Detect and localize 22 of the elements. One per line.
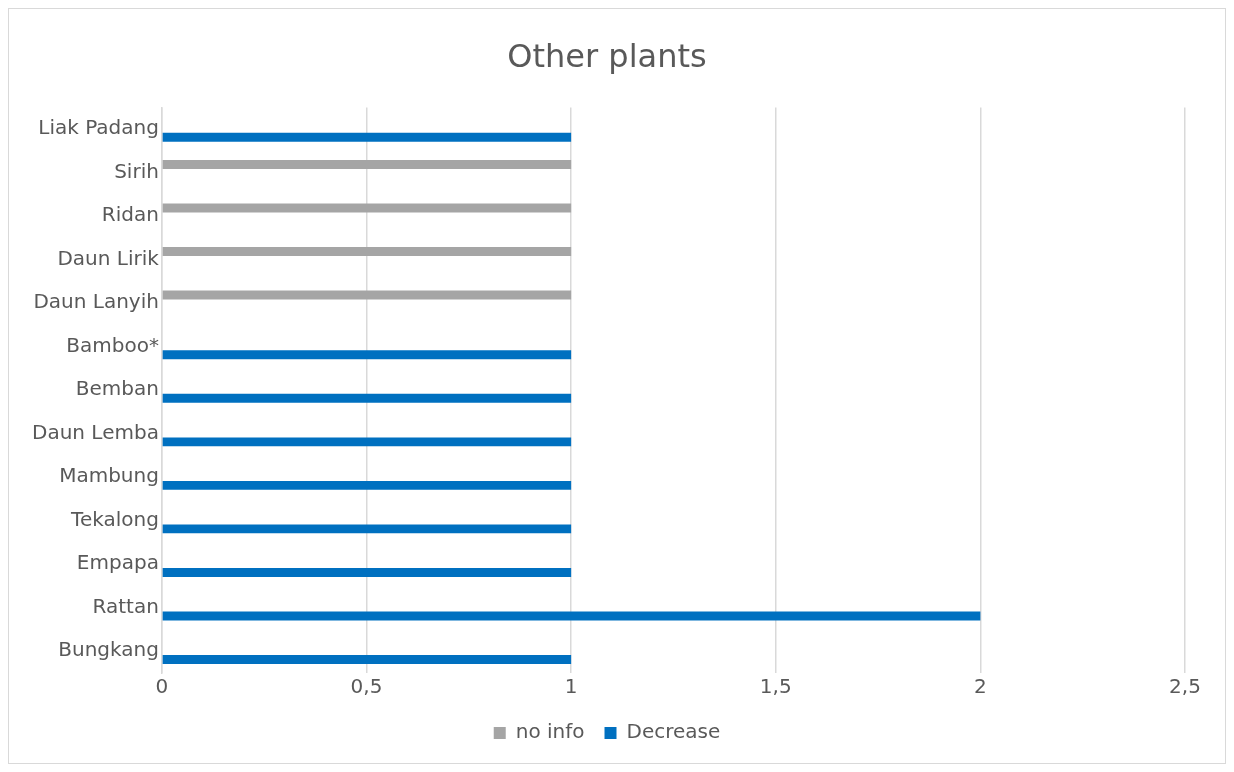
x-tick-label: 1: [564, 674, 578, 699]
x-tick-label: 0,5: [350, 674, 383, 699]
x-tick-label: 2: [974, 674, 987, 699]
y-tick-label: Daun Lirik: [57, 245, 160, 270]
legend-label: Decrease: [626, 719, 721, 744]
y-tick-label: Mambung: [59, 463, 159, 488]
x-tick-label: 2,5: [1169, 674, 1201, 699]
x-tick-label: 0: [155, 674, 169, 699]
y-tick-label: Sirih: [114, 158, 159, 183]
x-tick-label: 1,5: [759, 674, 792, 699]
y-tick-label: Rattan: [92, 593, 159, 618]
y-tick-label: Empapa: [76, 550, 159, 575]
y-tick-label: Daun Lanyih: [33, 289, 159, 314]
y-tick-label: Liak Padang: [38, 115, 159, 140]
y-tick-label: Bamboo*: [66, 332, 159, 357]
y-tick-label: Tekalong: [70, 506, 159, 531]
y-tick-label: Ridan: [101, 202, 159, 227]
y-tick-label: Bungkang: [58, 637, 159, 662]
y-tick-label: Daun Lemba: [31, 419, 159, 444]
chart-title: Other plants: [507, 36, 707, 75]
y-tick-label: Bemban: [75, 376, 159, 401]
legend-label: no info: [515, 719, 585, 744]
